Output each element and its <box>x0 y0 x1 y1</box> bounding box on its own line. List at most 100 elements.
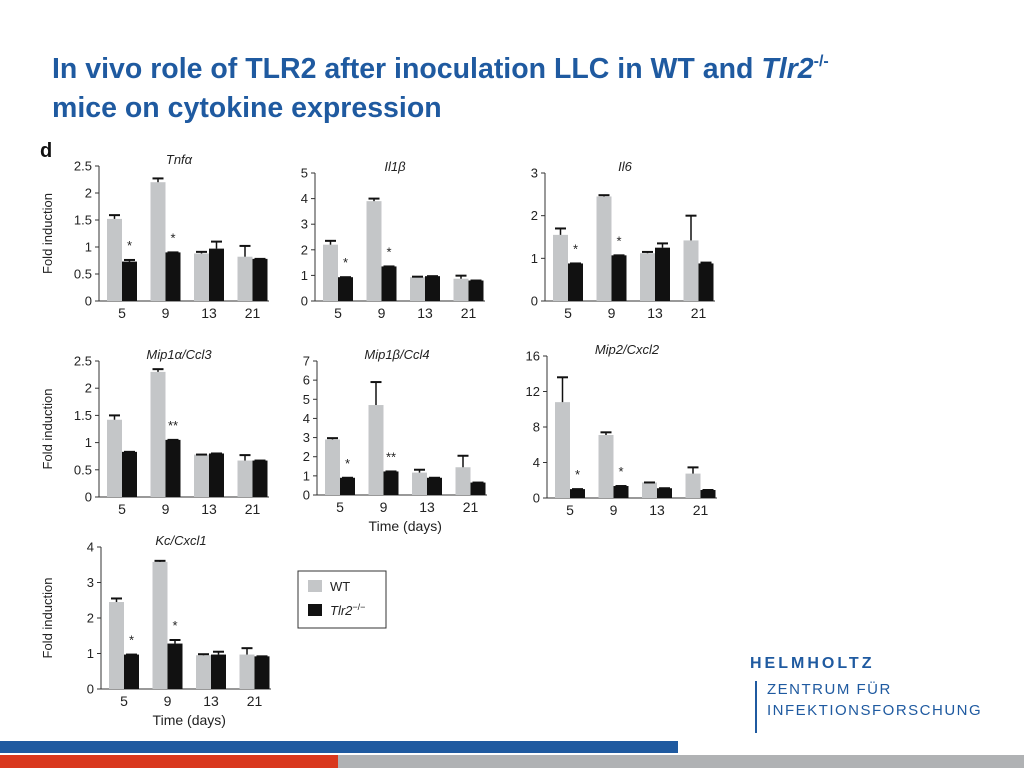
footer-bar-blue <box>0 741 678 753</box>
footer-bar-red <box>0 755 338 768</box>
bar-wt <box>237 256 253 301</box>
y-tick-label: 2.5 <box>74 354 92 369</box>
bar-wt <box>194 454 209 497</box>
bar-wt <box>596 196 612 301</box>
x-tick-label: 21 <box>691 305 707 321</box>
y-tick-label: 7 <box>303 354 310 369</box>
significance-marker: * <box>343 255 348 270</box>
bar-wt <box>107 218 122 301</box>
bar-wt <box>685 473 701 498</box>
x-tick-label: 9 <box>380 499 388 515</box>
x-tick-label: 5 <box>118 501 126 517</box>
y-tick-label: 8 <box>533 420 540 435</box>
significance-marker: * <box>127 238 132 253</box>
x-tick-label: 13 <box>649 502 665 518</box>
bar-wt <box>150 182 166 301</box>
chart-title: Mip2/Cxcl2 <box>595 342 660 357</box>
y-tick-label: 6 <box>303 373 310 388</box>
bar-tlr2-ko <box>381 266 397 301</box>
y-tick-label: 5 <box>303 392 310 407</box>
y-tick-label: 0 <box>301 294 308 309</box>
bar-tlr2-ko <box>425 276 440 301</box>
y-tick-label: 1 <box>87 646 94 661</box>
y-tick-label: 3 <box>87 575 94 590</box>
chart-title: Il6 <box>618 159 633 174</box>
chart-title: Mip1β/Ccl4 <box>364 347 429 362</box>
chart-panel: 0 1 2 3 4 5 Il1β 5 9 13 21 * * <box>301 159 485 321</box>
bar-tlr2-ko <box>657 488 672 498</box>
bar-tlr2-ko <box>613 486 629 498</box>
logo-line-3: INFEKTIONSFORSCHUNG <box>767 702 983 719</box>
bar-tlr2-ko <box>254 656 270 689</box>
significance-marker: ** <box>168 418 178 433</box>
x-tick-label: 9 <box>164 693 172 709</box>
bar-tlr2-ko <box>340 477 355 495</box>
bar-wt <box>107 419 122 497</box>
y-tick-label: 2 <box>303 449 310 464</box>
legend-label-wt: WT <box>330 579 350 594</box>
y-tick-label: 5 <box>301 166 308 181</box>
logo-divider <box>755 681 757 733</box>
significance-marker: * <box>386 244 391 259</box>
logo-line-1: HELMHOLTZ <box>750 655 875 672</box>
significance-marker: * <box>573 241 578 256</box>
bar-tlr2-ko <box>338 277 353 301</box>
y-tick-label: 2 <box>85 186 92 201</box>
title-genotype-superscript: -/- <box>813 53 829 70</box>
bar-tlr2-ko <box>211 654 226 689</box>
legend-swatch-wt <box>308 580 322 592</box>
bar-wt <box>323 244 338 301</box>
significance-marker: * <box>616 233 621 248</box>
y-axis-label: Fold induction <box>40 193 55 274</box>
x-tick-label: 5 <box>336 499 344 515</box>
x-tick-label: 9 <box>610 502 618 518</box>
bar-tlr2-ko <box>427 477 442 495</box>
x-tick-label: 21 <box>693 502 709 518</box>
bar-wt <box>453 278 469 301</box>
panel-letter: d <box>40 140 53 162</box>
legend-label-genotype-superscript: −/− <box>352 602 365 612</box>
bar-tlr2-ko <box>698 263 714 301</box>
chart-title: Tnfα <box>166 152 193 167</box>
bar-wt <box>325 439 340 495</box>
footer-bar-gray <box>338 755 1024 768</box>
y-tick-label: 1.5 <box>74 213 92 228</box>
x-tick-label: 13 <box>203 693 219 709</box>
bar-wt <box>683 240 699 301</box>
y-tick-label: 4 <box>533 455 540 470</box>
chart-panel: 0 1 2 3 Il6 5 9 13 21 * * <box>531 159 715 321</box>
bar-tlr2-ko <box>165 439 181 497</box>
y-tick-label: 3 <box>531 166 538 181</box>
x-tick-label: 5 <box>334 305 342 321</box>
y-tick-label: 0.5 <box>74 462 92 477</box>
y-tick-label: 0 <box>85 490 92 505</box>
bar-wt <box>410 277 425 301</box>
bar-tlr2-ko <box>655 247 670 301</box>
bar-tlr2-ko <box>470 482 486 495</box>
bar-tlr2-ko <box>209 248 224 301</box>
y-tick-label: 0 <box>303 488 310 503</box>
y-tick-label: 0 <box>533 491 540 506</box>
y-tick-label: 2 <box>85 381 92 396</box>
y-tick-label: 1.5 <box>74 408 92 423</box>
x-tick-label: 5 <box>564 305 572 321</box>
x-tick-label: 21 <box>245 305 261 321</box>
y-axis-label: Fold induction <box>40 389 55 470</box>
bar-wt <box>368 405 384 495</box>
legend-swatch-tlr2-ko <box>308 604 322 616</box>
chart-panel: 0 1 2 3 4 Kc/Cxcl1 Fold induction 5 9 13 21 * * Time … <box>40 533 271 728</box>
bar-tlr2-ko <box>383 471 399 495</box>
x-tick-label: 9 <box>378 305 386 321</box>
chart-title: Il1β <box>384 159 406 174</box>
y-tick-label: 2 <box>531 208 538 223</box>
y-axis-label: Fold induction <box>40 578 55 659</box>
x-tick-label: 9 <box>162 501 170 517</box>
x-tick-label: 5 <box>566 502 574 518</box>
x-axis-label: Time (days) <box>153 712 226 728</box>
y-tick-label: 2.5 <box>74 159 92 174</box>
y-tick-label: 0 <box>87 682 94 697</box>
bar-tlr2-ko <box>700 490 716 498</box>
title-gene-name: Tlr2 <box>761 53 814 85</box>
bar-tlr2-ko <box>570 489 585 498</box>
y-tick-label: 4 <box>87 540 94 555</box>
